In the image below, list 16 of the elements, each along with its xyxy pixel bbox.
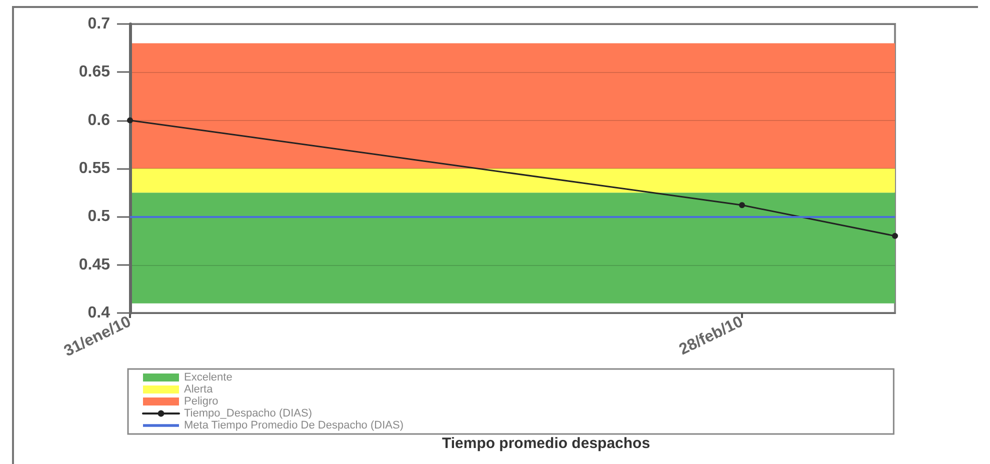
- point: [127, 117, 133, 124]
- point: [739, 202, 745, 208]
- point: [892, 232, 898, 239]
- legend-label: Tiempo_Despacho (DIAS): [184, 408, 312, 420]
- y-tick-label: 0.65: [78, 64, 110, 81]
- legend-label: Meta Tiempo Promedio De Despacho (DIAS): [184, 420, 404, 432]
- text: Tiempo promedio despachos: [442, 435, 650, 452]
- y-tick-label: 0.6: [88, 112, 110, 129]
- y-tick-label: 0.7: [88, 16, 110, 32]
- legend-label: Alerta: [184, 384, 214, 396]
- y-tick-label: 0.4: [88, 304, 110, 322]
- legend-label: Excelente: [184, 372, 232, 384]
- legend-label: Peligro: [184, 396, 218, 408]
- y-tick-label: 0.45: [78, 256, 110, 274]
- y-tick-label: 0.55: [78, 160, 110, 177]
- y-tick-label: 0.5: [88, 208, 110, 226]
